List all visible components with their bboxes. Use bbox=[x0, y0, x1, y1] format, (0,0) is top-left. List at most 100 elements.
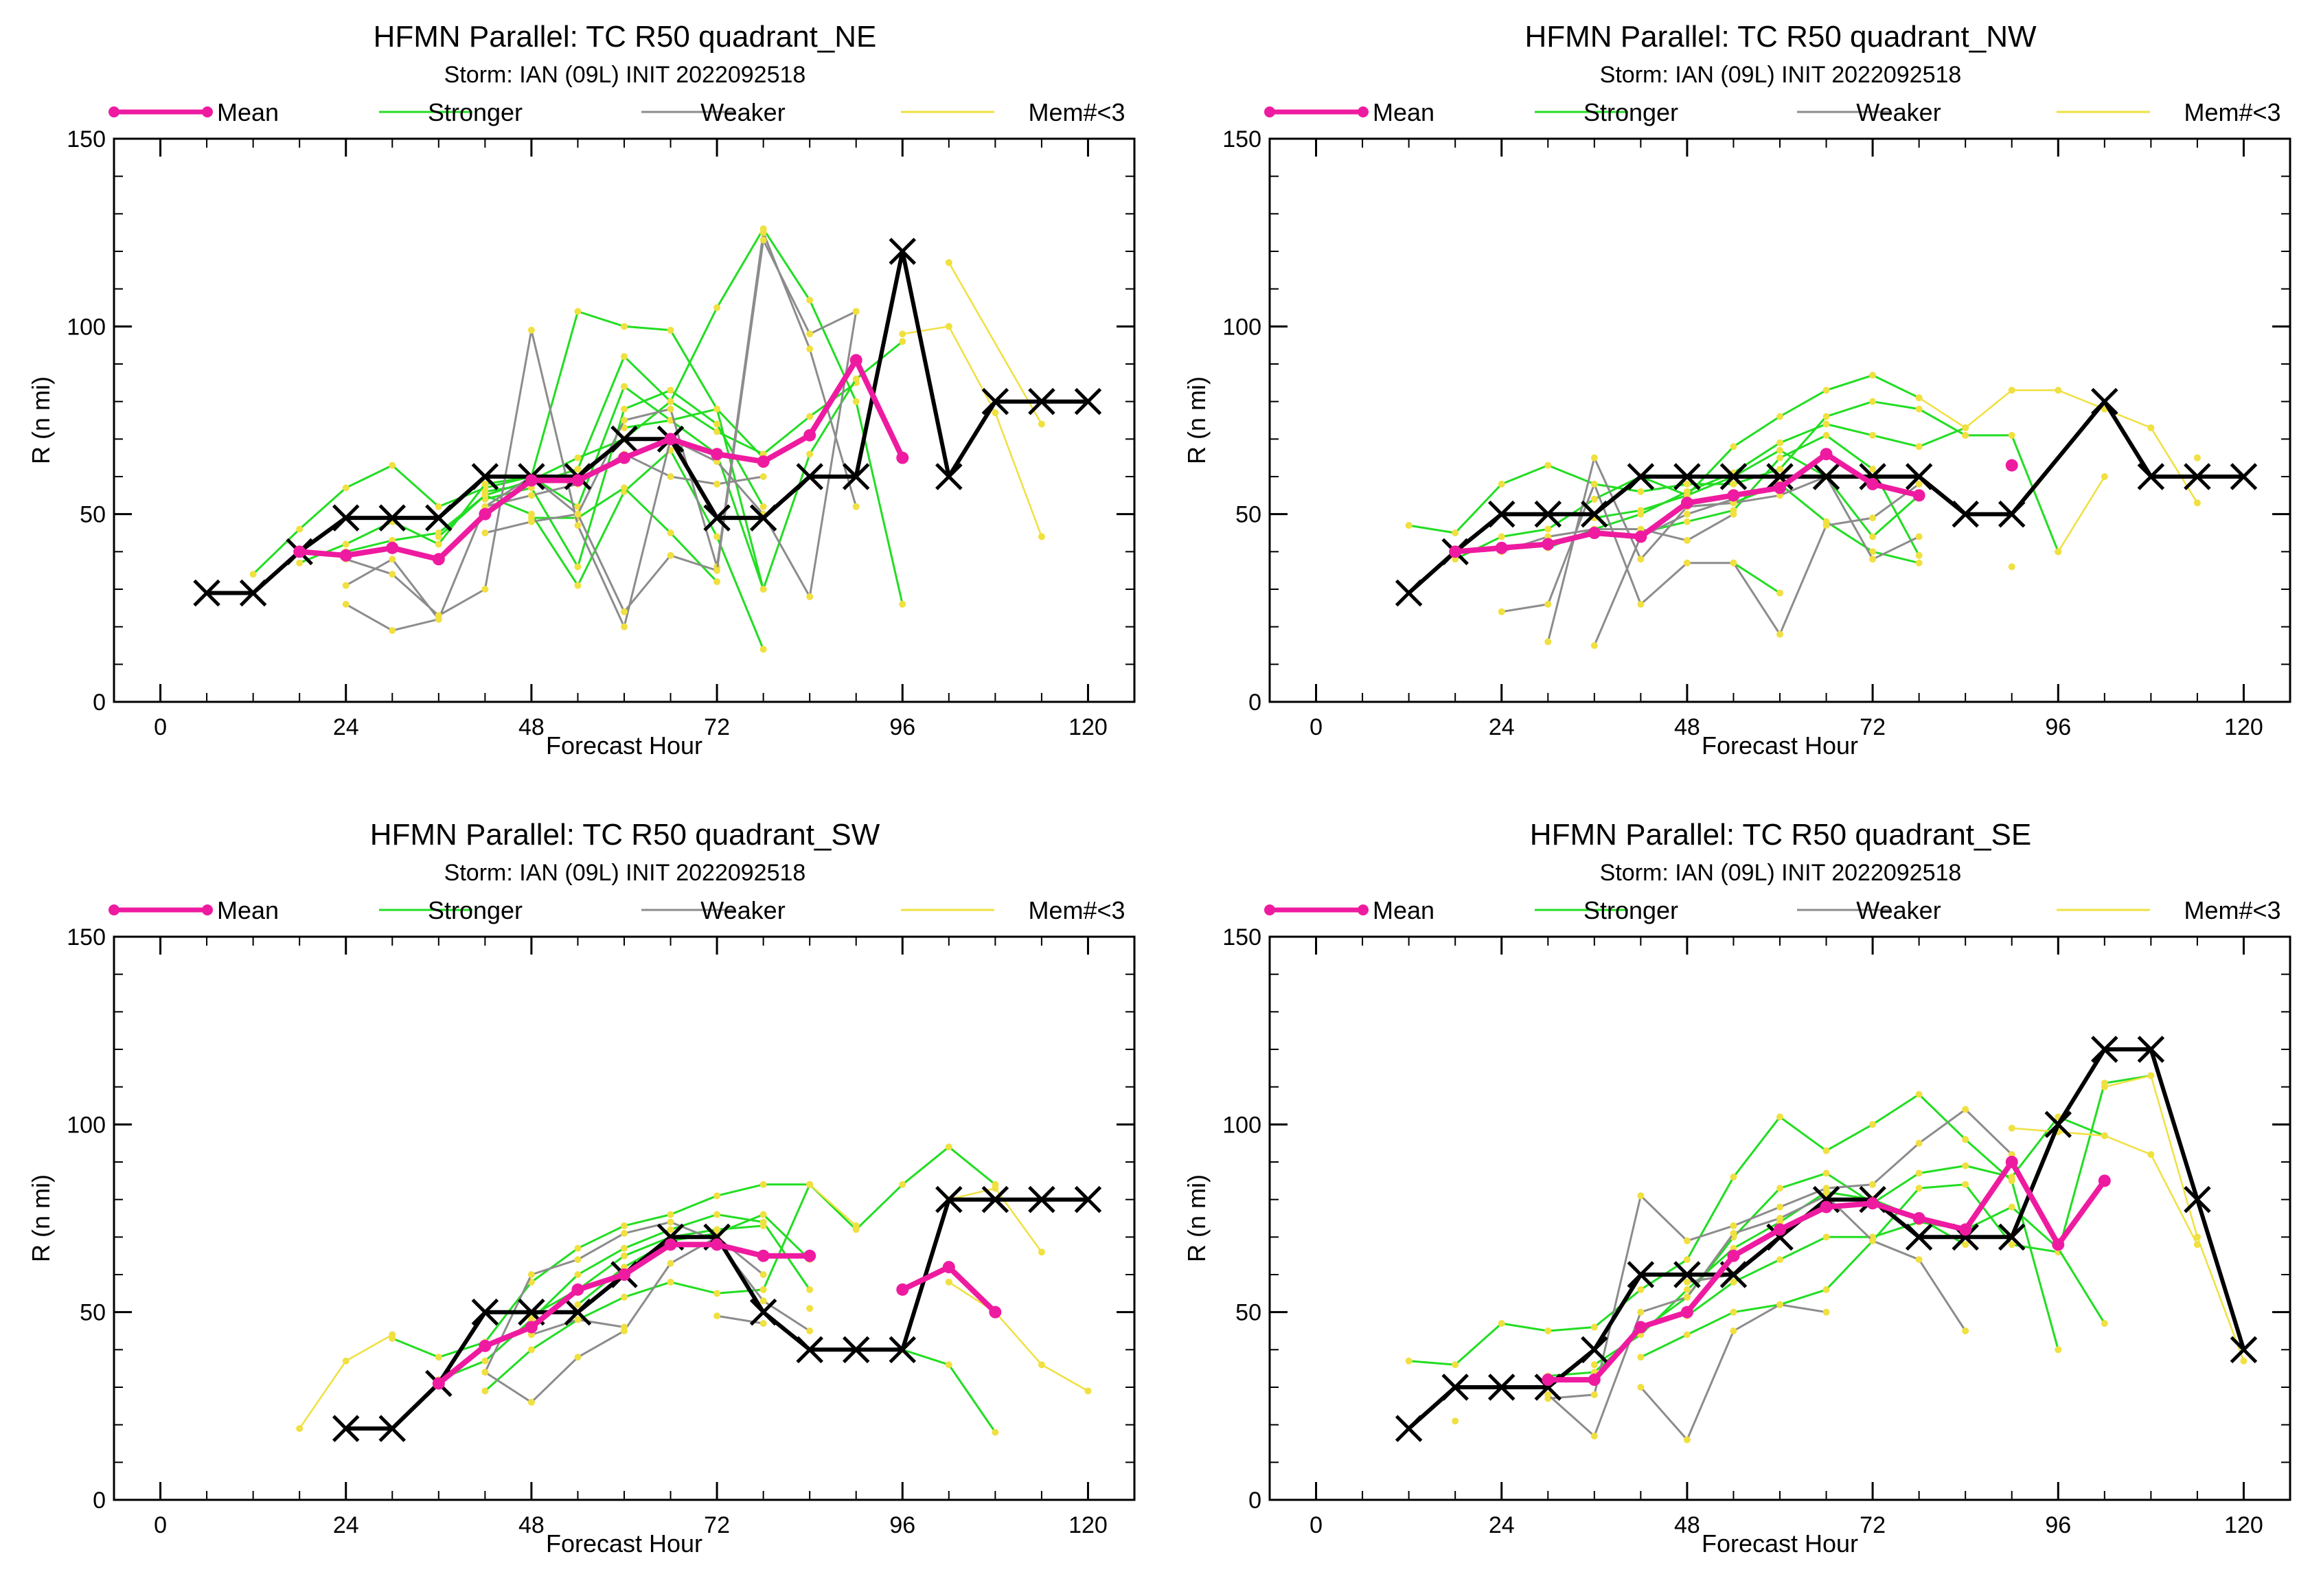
x-tick-label: 48 bbox=[518, 714, 545, 740]
data-point bbox=[481, 529, 489, 536]
x-mark-icon bbox=[1395, 1415, 1423, 1442]
data-point bbox=[1776, 1215, 1783, 1222]
data-point bbox=[1683, 1436, 1691, 1444]
legend-label: Stronger bbox=[428, 896, 523, 924]
x-tick-label: 72 bbox=[1860, 1512, 1886, 1538]
x-mark-stroke bbox=[1627, 1261, 1655, 1288]
chart-panel: HFMN Parallel: TC R50 quadrant_SW Storm: … bbox=[27, 818, 1136, 1558]
data-point bbox=[1869, 556, 1877, 563]
data-point bbox=[389, 1331, 396, 1338]
data-point bbox=[1683, 1278, 1691, 1286]
data-point bbox=[527, 1398, 535, 1406]
data-point bbox=[1590, 454, 1598, 461]
data-point bbox=[1822, 1308, 1830, 1316]
data-point bbox=[2147, 1151, 2155, 1159]
data-point bbox=[1776, 446, 1783, 454]
y-axis-label: R (n mi) bbox=[27, 376, 55, 464]
x-mark-stroke bbox=[703, 504, 731, 532]
data-point bbox=[1822, 431, 1830, 439]
x-mark-icon bbox=[2230, 463, 2258, 490]
data-point bbox=[2147, 424, 2155, 431]
data-point bbox=[1915, 443, 1923, 451]
data-point bbox=[806, 593, 814, 600]
data-point bbox=[1588, 1373, 1601, 1387]
x-mark-stroke bbox=[935, 463, 963, 490]
series-line-weaker bbox=[484, 1235, 764, 1404]
data-point bbox=[1962, 424, 1969, 431]
x-mark-icon bbox=[2184, 1185, 2211, 1213]
plot-area bbox=[193, 225, 1102, 653]
data-point bbox=[527, 1271, 535, 1278]
legend-label: Weaker bbox=[700, 98, 785, 126]
data-point bbox=[1866, 477, 1879, 490]
data-point bbox=[2005, 1156, 2018, 1168]
x-mark-stroke bbox=[2044, 1110, 2072, 1139]
data-point bbox=[432, 1377, 445, 1390]
data-point bbox=[527, 518, 535, 525]
data-point bbox=[713, 420, 721, 428]
x-tick-label: 120 bbox=[2224, 714, 2263, 740]
data-point bbox=[1730, 480, 1737, 488]
data-point bbox=[621, 405, 628, 413]
data-point bbox=[713, 428, 721, 435]
y-tick-label: 50 bbox=[1235, 502, 1261, 528]
data-point bbox=[481, 492, 489, 499]
x-mark-stroke bbox=[981, 387, 1009, 415]
data-point bbox=[1822, 413, 1830, 420]
x-mark-stroke bbox=[1581, 500, 1608, 528]
data-point bbox=[1590, 1361, 1598, 1369]
data-point bbox=[759, 503, 767, 510]
data-point bbox=[342, 582, 350, 589]
series-line-stronger bbox=[1640, 1074, 2151, 1358]
x-tick-label: 72 bbox=[704, 1512, 730, 1538]
series-weaker bbox=[1544, 1192, 1969, 1440]
legend-marker bbox=[108, 904, 119, 915]
series-line-mem-3 bbox=[2057, 476, 2105, 552]
data-point bbox=[1683, 536, 1691, 544]
data-point bbox=[1730, 559, 1737, 567]
x-mark-stroke bbox=[332, 504, 360, 532]
data-point bbox=[1730, 1327, 1737, 1334]
x-tick-label: 120 bbox=[1068, 714, 1108, 740]
data-point bbox=[435, 615, 442, 623]
x-tick-label: 0 bbox=[1310, 1512, 1323, 1538]
series-mean bbox=[432, 1238, 816, 1390]
y-tick-label: 100 bbox=[1222, 314, 1261, 340]
data-point bbox=[945, 259, 952, 266]
data-point bbox=[806, 345, 814, 353]
data-point bbox=[1869, 466, 1877, 473]
data-point bbox=[1683, 1331, 1691, 1338]
series-mean bbox=[1449, 448, 1925, 558]
data-point bbox=[2008, 1124, 2015, 1132]
x-mark-stroke bbox=[1487, 1373, 1516, 1401]
x-mark-stroke bbox=[1952, 1223, 1979, 1251]
x-axis-label: Forecast Hour bbox=[1702, 731, 1858, 760]
data-point bbox=[249, 571, 257, 578]
chart-subtitle: Storm: IAN (09L) INIT 2022092518 bbox=[444, 62, 806, 88]
data-point bbox=[759, 1222, 767, 1229]
data-point bbox=[759, 1320, 767, 1327]
series-stronger bbox=[527, 484, 721, 586]
x-axis-label: Forecast Hour bbox=[546, 731, 702, 760]
data-point bbox=[1038, 1249, 1045, 1256]
data-point bbox=[1869, 1237, 1877, 1244]
series-mem-3 bbox=[1915, 387, 2201, 507]
data-point bbox=[1498, 1320, 1505, 1327]
series-line-weaker bbox=[1593, 498, 1734, 646]
data-point bbox=[1915, 405, 1923, 413]
data-point bbox=[1869, 398, 1877, 405]
x-mark-stroke bbox=[1028, 387, 1055, 415]
x-mark-stroke bbox=[1719, 1261, 1748, 1288]
series-stronger bbox=[1405, 1091, 2062, 1369]
data-point bbox=[621, 417, 628, 424]
legend-label: Weaker bbox=[1856, 98, 1941, 126]
data-point bbox=[1038, 420, 1045, 428]
legend-label: Stronger bbox=[428, 98, 523, 126]
x-mark-icon bbox=[935, 1185, 963, 1213]
x-mark-stroke bbox=[889, 238, 917, 265]
chart-panel: HFMN Parallel: TC R50 quadrant_NE Storm: … bbox=[27, 20, 1136, 760]
data-point bbox=[1683, 559, 1691, 567]
data-point bbox=[1038, 1361, 1045, 1369]
data-point bbox=[713, 1211, 721, 1218]
y-tick-label: 50 bbox=[80, 1300, 106, 1326]
